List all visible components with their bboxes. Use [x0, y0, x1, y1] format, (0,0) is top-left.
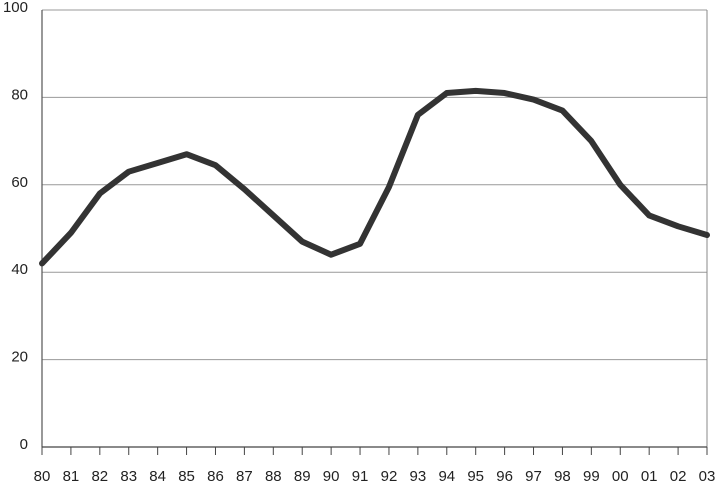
x-tick-label: 91 [352, 468, 369, 485]
x-tick-label: 80 [34, 468, 51, 485]
y-tick-label: 80 [11, 86, 28, 103]
x-tick-label: 87 [236, 468, 253, 485]
data-line [39, 87, 710, 267]
x-tick-label: 96 [496, 468, 513, 485]
x-tick-label: 97 [525, 468, 542, 485]
x-tick-label: 93 [410, 468, 427, 485]
y-tick-label: 0 [20, 436, 28, 453]
x-tick-label: 86 [207, 468, 224, 485]
x-tick-label: 94 [438, 468, 455, 485]
x-tick-label: 95 [467, 468, 484, 485]
x-tick-label: 82 [91, 468, 108, 485]
x-tick-label: 89 [294, 468, 311, 485]
y-tick-label: 100 [3, 0, 28, 16]
x-tick-label: 92 [381, 468, 398, 485]
x-tick-label: 84 [149, 468, 166, 485]
y-tick-label: 20 [11, 349, 28, 366]
x-tick-label: 98 [554, 468, 571, 485]
x-tick-label: 00 [612, 468, 629, 485]
x-tick-label: 03 [699, 468, 715, 485]
x-tick-label: 81 [63, 468, 80, 485]
y-tick-label: 40 [11, 261, 28, 278]
x-tick-label: 85 [178, 468, 195, 485]
x-tick-label: 02 [670, 468, 687, 485]
x-tick-label: 88 [265, 468, 282, 485]
x-tick-label: 99 [583, 468, 600, 485]
x-tick-label: 90 [323, 468, 340, 485]
y-tick-label: 60 [11, 174, 28, 191]
x-tick-label: 83 [120, 468, 137, 485]
x-tick-label: 01 [641, 468, 658, 485]
